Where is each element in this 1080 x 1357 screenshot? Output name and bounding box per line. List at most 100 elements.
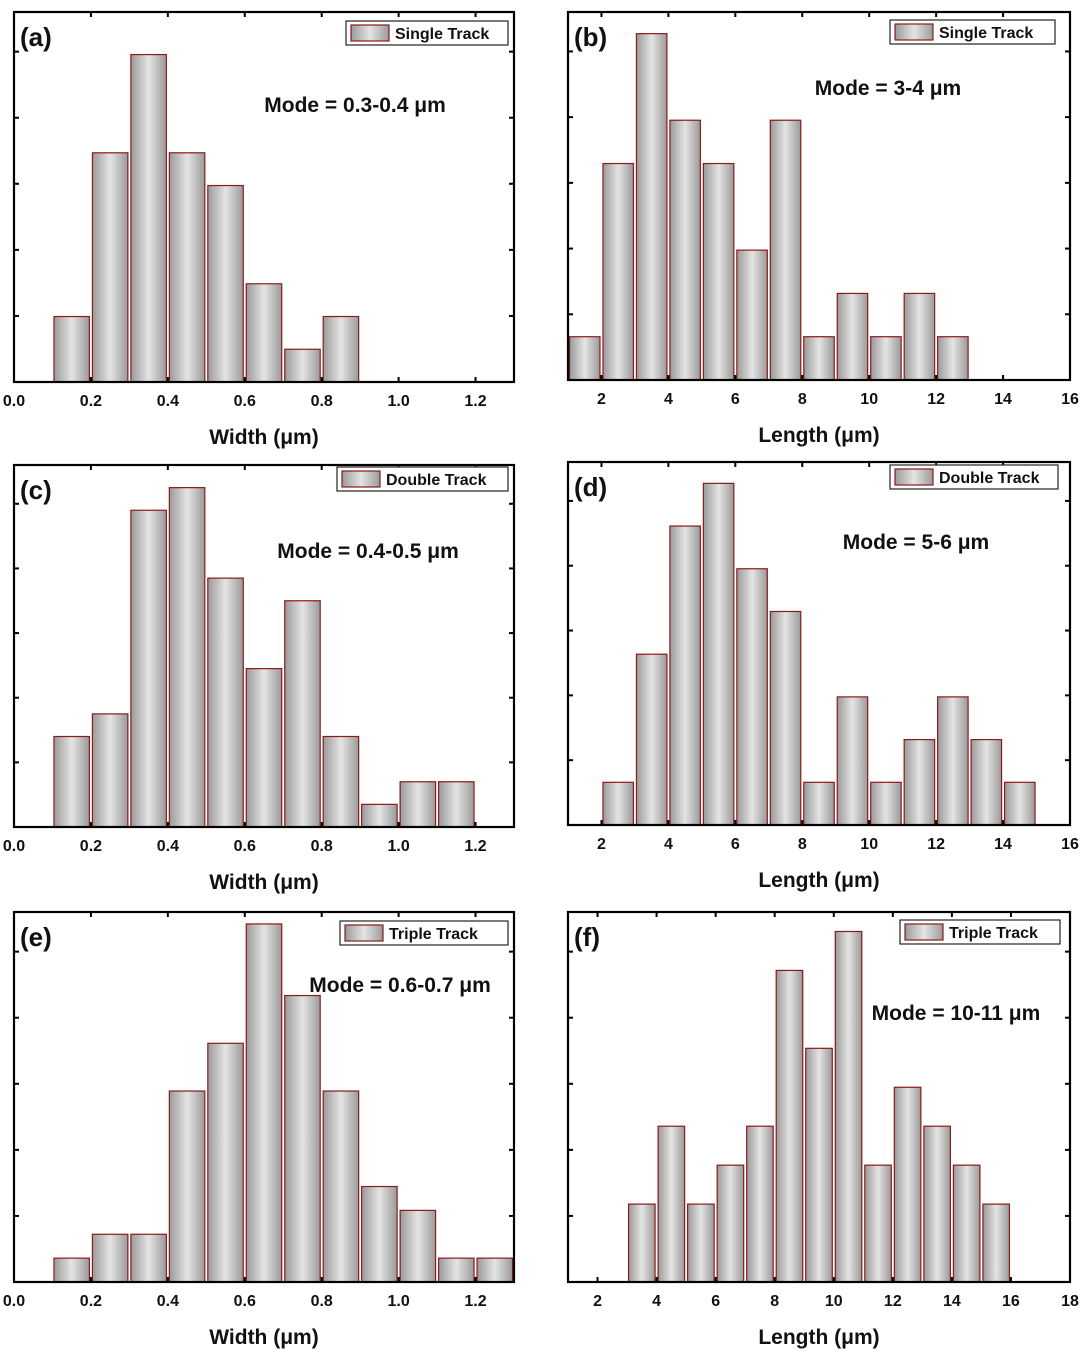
- x-tick-label: 0.4: [157, 838, 179, 855]
- panel-label: (d): [574, 472, 607, 502]
- mode-annotation: Mode = 0.3-0.4 μm: [264, 94, 446, 117]
- histogram-bar: [903, 738, 936, 826]
- histogram-svg: 2 4 6 8 10 12 14 16 Length (μm) (d) Double Track Mo…: [566, 460, 1079, 892]
- x-tick-label: 0.2: [80, 393, 102, 410]
- x-tick-label: 0.4: [157, 1293, 179, 1310]
- panel-label: (c): [20, 475, 52, 505]
- histogram-bar: [893, 1086, 922, 1283]
- legend-label: Triple Track: [389, 926, 478, 943]
- histogram-bar: [982, 1203, 1011, 1283]
- histogram-bar: [903, 292, 936, 381]
- x-tick-label: 1.2: [464, 393, 486, 410]
- histogram-svg: 0.0 0.2 0.4 0.6 0.8 1.0 1.2 Width (μm) (c) Double…: [3, 463, 516, 894]
- legend: Triple Track: [899, 919, 1061, 945]
- x-tick-label: 10: [825, 1293, 843, 1310]
- histogram-bar: [834, 930, 863, 1283]
- histogram-svg: 0.0 0.2 0.4 0.6 0.8 1.0 1.2 Width (μm) (e) Triple…: [3, 910, 516, 1349]
- histogram-bar: [769, 119, 802, 381]
- legend-swatch: [350, 24, 390, 42]
- x-tick-label: 2: [597, 836, 606, 853]
- panel-label: (b): [574, 22, 607, 52]
- mode-annotation: Mode = 0.4-0.5 μm: [277, 540, 459, 563]
- histogram-bar: [669, 525, 701, 826]
- histogram-bar: [207, 577, 244, 828]
- histogram-bar: [803, 781, 835, 826]
- histogram-bar: [870, 336, 902, 381]
- histogram-bar: [937, 696, 969, 826]
- legend: Triple Track: [339, 920, 509, 946]
- histogram-bar: [130, 53, 167, 383]
- x-tick-label: 16: [1061, 391, 1079, 408]
- x-tick-label: 1.0: [387, 393, 409, 410]
- x-tick-label: 12: [927, 391, 945, 408]
- histogram-bar: [836, 292, 869, 381]
- histogram-bar: [284, 600, 321, 828]
- mode-annotation: Mode = 0.6-0.7 μm: [309, 974, 491, 997]
- legend-swatch: [341, 470, 381, 488]
- x-axis-label: Length (μm): [758, 424, 879, 447]
- x-tick-label: 8: [770, 1293, 779, 1310]
- x-tick-label: 1.0: [387, 1293, 409, 1310]
- histogram-bar: [284, 994, 321, 1283]
- histogram-bar: [207, 184, 244, 383]
- legend-swatch: [894, 468, 934, 486]
- legend-swatch: [894, 23, 934, 41]
- histogram-bar: [702, 482, 735, 826]
- histogram-bar: [736, 568, 768, 826]
- histogram-bar: [769, 610, 802, 826]
- x-tick-label: 6: [731, 836, 740, 853]
- x-tick-label: 10: [860, 836, 878, 853]
- x-tick-label: 0.8: [311, 1293, 333, 1310]
- mode-annotation: Mode = 5-6 μm: [843, 531, 989, 554]
- histogram-bar: [168, 487, 206, 828]
- histogram-bar: [716, 1164, 745, 1283]
- x-tick-label: 6: [711, 1293, 720, 1310]
- histogram-bar: [635, 653, 668, 826]
- x-tick-label: 0.2: [80, 1293, 102, 1310]
- histogram-bar: [775, 969, 804, 1283]
- x-tick-label: 0.8: [311, 838, 333, 855]
- histogram-bar: [437, 1257, 475, 1283]
- x-tick-label: 2: [597, 391, 606, 408]
- histogram-bar: [53, 1257, 91, 1283]
- mode-annotation: Mode = 10-11 μm: [872, 1002, 1041, 1025]
- histogram-bar: [207, 1042, 244, 1283]
- histogram-bar: [168, 1090, 206, 1283]
- histogram-bar: [1003, 781, 1036, 826]
- histogram-bar: [322, 735, 360, 828]
- histogram-bar: [245, 668, 283, 828]
- legend-swatch: [344, 924, 384, 942]
- x-tick-label: 14: [994, 391, 1012, 408]
- panel-label: (a): [20, 22, 52, 52]
- legend-swatch: [904, 923, 944, 941]
- histogram-bar: [399, 1209, 437, 1283]
- histogram-bar: [91, 152, 129, 383]
- x-tick-label: 8: [798, 391, 807, 408]
- x-tick-label: 2: [593, 1293, 602, 1310]
- axes-frame: [566, 910, 1072, 1284]
- histogram-bar: [657, 1125, 686, 1283]
- histogram-bar: [568, 336, 601, 381]
- x-tick-label: 12: [927, 836, 945, 853]
- histogram-bar: [803, 336, 835, 381]
- histogram-panel: 0.0 0.2 0.4 0.6 0.8 1.0 1.2 Width (μm) (e) Triple…: [0, 900, 540, 1357]
- legend-label: Double Track: [939, 470, 1040, 487]
- histogram-bar: [284, 348, 321, 383]
- histogram-bar: [923, 1125, 951, 1283]
- x-tick-label: 0.0: [3, 393, 25, 410]
- histogram-bar: [91, 713, 129, 828]
- histogram-bar: [53, 735, 91, 828]
- histogram-bar: [130, 1233, 167, 1283]
- histogram-bar: [669, 119, 701, 381]
- histogram-svg: 0.0 0.2 0.4 0.6 0.8 1.0 1.2 Width (μm) (a) Single…: [3, 10, 516, 449]
- histogram-bar: [635, 33, 668, 381]
- x-tick-label: 6: [731, 391, 740, 408]
- histogram-bar: [245, 923, 283, 1283]
- x-tick-label: 12: [884, 1293, 902, 1310]
- x-tick-label: 8: [798, 836, 807, 853]
- x-tick-label: 18: [1061, 1293, 1079, 1310]
- x-tick-label: 0.6: [234, 838, 256, 855]
- axes-frame: [566, 460, 1072, 827]
- x-axis-label: Width (μm): [209, 1326, 318, 1349]
- histogram-bar: [602, 162, 635, 381]
